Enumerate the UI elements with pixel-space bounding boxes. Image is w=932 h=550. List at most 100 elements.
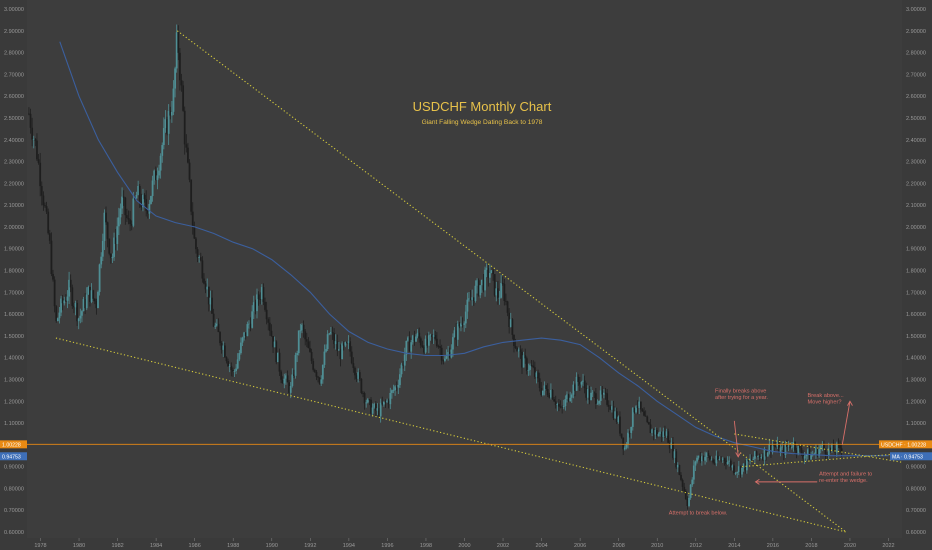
x-tick-label: 1986	[189, 543, 201, 549]
y-tick-label-right: 2.90000	[906, 29, 926, 35]
candle-body	[248, 323, 250, 325]
candle-body	[516, 348, 519, 352]
candle-body	[649, 424, 652, 434]
candle-body	[712, 459, 715, 463]
x-tick-label: 2018	[805, 543, 817, 549]
candle-body	[615, 411, 618, 423]
candle-body	[190, 179, 193, 212]
candle-body	[487, 268, 490, 278]
candle-body	[641, 409, 644, 412]
candle-body	[191, 211, 194, 227]
candle-body	[429, 334, 432, 336]
candle-body	[130, 224, 133, 226]
y-tick-label-left: 0.80000	[4, 486, 24, 492]
candle-body	[302, 324, 305, 332]
candle-body	[633, 408, 636, 413]
y-tick-label-right: 2.80000	[906, 51, 926, 57]
candle-body	[135, 194, 138, 199]
candle-body	[840, 448, 843, 453]
candle-body	[795, 450, 798, 454]
candle-body	[293, 374, 295, 376]
candle-body	[745, 459, 748, 471]
candle-body	[249, 323, 252, 328]
trendlines-group	[55, 30, 903, 533]
x-tick-label: 1982	[111, 543, 123, 549]
candle-body	[731, 465, 734, 468]
candle-body	[681, 479, 684, 487]
x-tick-label: 1996	[381, 543, 393, 549]
candle-body	[733, 465, 735, 474]
candle-body	[721, 458, 724, 461]
candle-body	[806, 449, 809, 455]
candle-body	[488, 273, 491, 278]
candle-body	[684, 490, 687, 499]
candle-body	[445, 356, 448, 359]
candle-body	[95, 301, 98, 309]
candle-body	[116, 226, 119, 244]
candle-body	[419, 338, 422, 346]
candle-body	[753, 451, 756, 459]
y-tick-label-right: 1.70000	[906, 290, 926, 296]
candle-body	[342, 343, 345, 346]
candle-body	[586, 388, 589, 398]
candle-body	[546, 389, 549, 396]
candle-body	[503, 283, 506, 301]
candle-body	[816, 447, 819, 457]
wedge-lower-line	[55, 337, 847, 533]
candle-body	[691, 479, 694, 485]
candle-body	[585, 387, 588, 398]
candle-body	[720, 459, 723, 461]
candle-body	[267, 319, 270, 323]
candle-body	[700, 456, 703, 462]
candle-body	[391, 390, 393, 393]
y-tick-label-left: 2.10000	[4, 203, 24, 209]
candle-body	[480, 279, 483, 286]
candle-body	[678, 464, 681, 475]
candle-body	[657, 434, 660, 437]
candle-body	[505, 300, 507, 302]
candle-body	[484, 269, 486, 291]
candle-body	[819, 446, 822, 450]
candle-body	[392, 390, 395, 391]
ma-tag-right: MA · 0.94753	[892, 454, 923, 460]
candle-body	[411, 335, 414, 343]
candle-body	[831, 444, 833, 451]
y-tick-label-left: 1.60000	[4, 312, 24, 318]
candle-body	[627, 432, 629, 445]
candle-body	[464, 311, 467, 324]
candle-body	[770, 444, 772, 453]
candle-body	[291, 374, 294, 386]
candle-body	[72, 305, 75, 308]
candle-body	[623, 447, 626, 450]
y-tick-label-right: 2.00000	[906, 225, 926, 231]
candle-body	[460, 323, 462, 327]
breakout-line	[741, 453, 903, 468]
candle-body	[570, 394, 573, 398]
candle-body	[93, 298, 96, 302]
candle-body	[61, 298, 64, 304]
candle-body	[527, 369, 530, 371]
candle-body	[562, 406, 565, 408]
candle-body	[513, 334, 515, 347]
candle-body	[511, 319, 514, 335]
candle-body	[479, 285, 482, 296]
x-tick-label: 2008	[613, 543, 625, 549]
candle-body	[84, 299, 87, 309]
x-tick-label: 1994	[343, 543, 355, 549]
candle-body	[603, 392, 605, 395]
candle-body	[53, 279, 56, 307]
candle-body	[530, 365, 533, 367]
annotation-text: re-enter the wedge.	[819, 478, 868, 484]
candle-body	[463, 323, 466, 325]
candle-body	[44, 205, 46, 207]
candle-body	[802, 454, 804, 459]
x-tick-label: 2012	[690, 543, 702, 549]
candle-body	[280, 371, 282, 380]
candle-body	[312, 361, 315, 370]
candle-body	[728, 460, 731, 462]
candle-body	[185, 144, 188, 148]
candle-body	[617, 416, 620, 423]
candle-body	[355, 375, 358, 379]
candle-body	[522, 355, 525, 368]
candle-body	[620, 433, 623, 438]
